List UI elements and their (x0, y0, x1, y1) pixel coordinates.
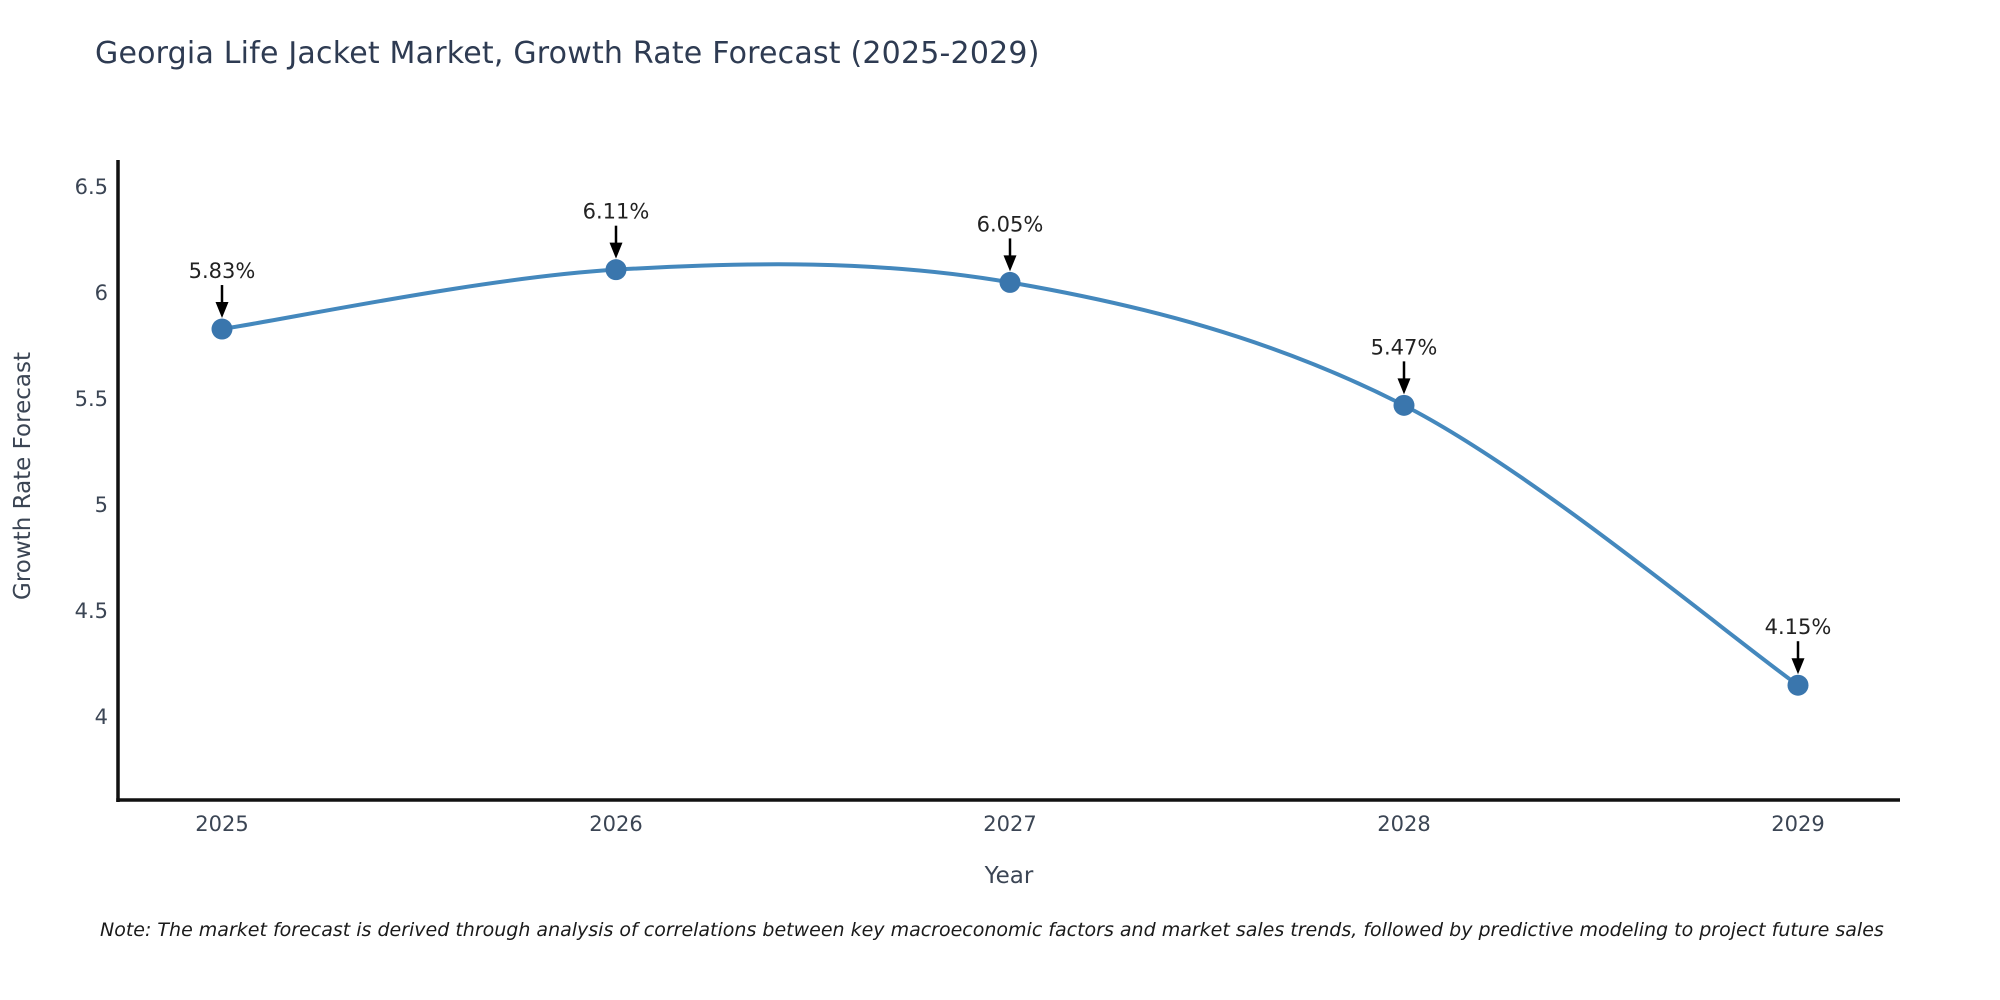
annotation-arrowhead (1791, 658, 1805, 675)
data-point-label: 5.47% (1371, 335, 1438, 359)
y-tick-label: 4 (95, 705, 108, 729)
forecast-line (220, 262, 1800, 688)
y-axis-title: Growth Rate Forecast (10, 352, 36, 600)
y-tick-label: 4.5 (75, 599, 108, 623)
data-point-label: 4.15% (1765, 615, 1832, 639)
data-point-marker (999, 271, 1021, 293)
x-tick-label: 2027 (983, 812, 1036, 836)
y-tick-label: 5 (95, 493, 108, 517)
x-tick-label: 2026 (589, 812, 642, 836)
y-tick-label: 6 (95, 281, 108, 305)
data-point-label: 5.83% (189, 259, 256, 283)
x-tick-label: 2028 (1377, 812, 1430, 836)
y-tick-label: 6.5 (75, 175, 108, 199)
chart-title: Georgia Life Jacket Market, Growth Rate … (95, 36, 1040, 71)
annotation-arrowhead (1003, 255, 1017, 272)
annotation-arrowhead (215, 302, 229, 319)
data-point-marker (1787, 674, 1809, 696)
data-point-marker (211, 318, 233, 340)
y-tick-label: 5.5 (75, 387, 108, 411)
annotation-arrowhead (609, 242, 623, 259)
x-tick-label: 2029 (1771, 812, 1824, 836)
data-point-marker (1393, 394, 1415, 416)
footnote: Note: The market forecast is derived thr… (100, 919, 1884, 941)
data-point-marker (605, 259, 627, 281)
data-point-label: 6.11% (583, 200, 650, 224)
annotation-arrowhead (1397, 378, 1411, 395)
data-point-label: 6.05% (977, 212, 1044, 236)
x-axis-title: Year (984, 863, 1034, 889)
x-tick-label: 2025 (195, 812, 248, 836)
